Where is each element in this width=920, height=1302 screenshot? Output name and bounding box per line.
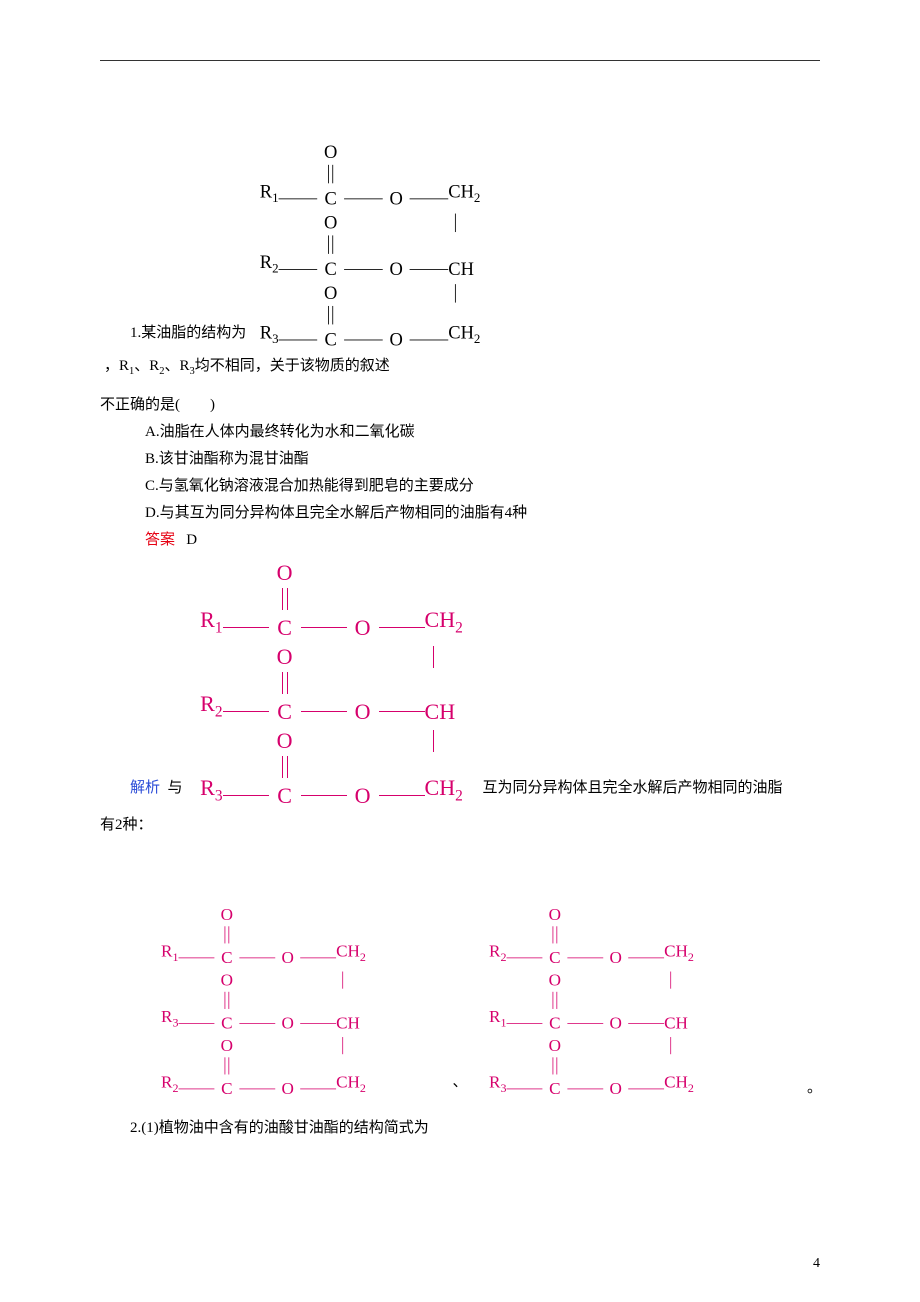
q1-tail-3: 、R xyxy=(165,358,190,374)
q1-tail-2: 、R xyxy=(134,358,159,374)
explain-structure-main: O R1COCH2 O R2COCH O R3COCH2 xyxy=(189,560,477,812)
explain-line2: 有2种： xyxy=(100,812,820,839)
q1-tail: ，R1、R2、R3均不相同，关于该物质的叙述 xyxy=(100,353,390,388)
explain-label: 解析 xyxy=(130,780,160,796)
isomer-structure-2: O R2COCH2 O R1COCH O R3COCH2 xyxy=(480,904,705,1101)
q1-line2: 不正确的是( ) xyxy=(100,392,820,419)
isomer-separator: 、 xyxy=(452,1070,467,1101)
answer-label: 答案 xyxy=(145,532,175,548)
explain-mid: 与 xyxy=(168,780,183,796)
explain-two-structures: O R1COCH2 O R3COCH O R2COCH2 、 O R2COCH2… xyxy=(100,849,820,1101)
q1-optA: A.油脂在人体内最终转化为水和二氧化碳 xyxy=(100,419,820,446)
q1-answer-row: 答案 D xyxy=(100,527,820,554)
q1-optD: D.与其互为同分异构体且完全水解后产物相同的油脂有4种 xyxy=(100,500,820,527)
isomer-structure-1: O R1COCH2 O R3COCH O R2COCH2 xyxy=(152,904,377,1101)
explain-lead: 解析 与 xyxy=(100,775,189,812)
top-rule xyxy=(100,60,820,61)
q1-tail-4: 均不相同，关于该物质的叙述 xyxy=(195,358,390,374)
page-number: 4 xyxy=(813,1256,820,1272)
isomer-period: 。 xyxy=(807,1076,822,1097)
q1-structure: O R1COCH2 O R2COCH O R3COCH2 xyxy=(250,141,492,353)
q1-lead: 1.某油脂的结构为 xyxy=(100,320,250,353)
q1-optC: C.与氢氧化钠溶液混合加热能得到肥皂的主要成分 xyxy=(100,473,820,500)
q1-explain-row: 解析 与 O R1COCH2 O R2COCH O R3COCH2 互为同分异构… xyxy=(100,560,820,812)
q1-stem-row: 1.某油脂的结构为 O R1COCH2 O R2COCH O R3COCH2 ，… xyxy=(100,101,820,388)
answer-value: D xyxy=(186,532,197,548)
explain-tail: 互为同分异构体且完全水解后产物相同的油脂 xyxy=(477,775,783,812)
q1-optB: B.该甘油酯称为混甘油酯 xyxy=(100,446,820,473)
q1-tail-1: ，R xyxy=(104,358,129,374)
q2-text: 2.(1)植物油中含有的油酸甘油酯的结构简式为 xyxy=(100,1115,820,1142)
